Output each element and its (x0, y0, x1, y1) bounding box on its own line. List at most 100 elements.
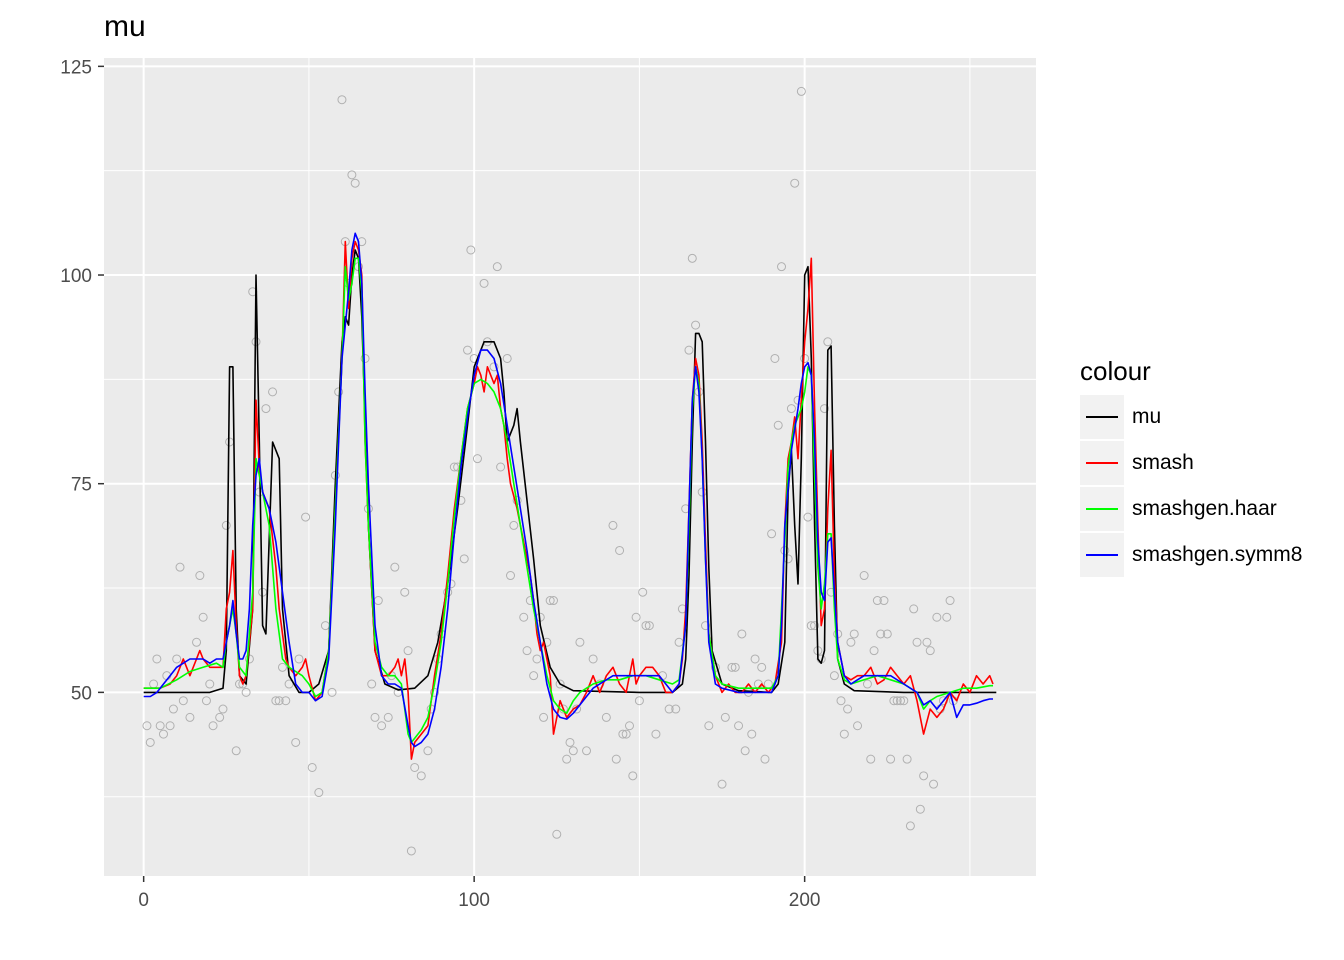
data-point (449, 462, 459, 472)
data-point (601, 712, 611, 722)
legend-title: colour (1080, 356, 1151, 386)
data-point (932, 612, 942, 622)
data-point (859, 571, 869, 581)
data-point (350, 178, 360, 188)
y-tick-label: 75 (71, 475, 92, 496)
data-point (410, 762, 420, 772)
data-point (565, 737, 575, 747)
data-point (624, 721, 634, 731)
legend-key-mu (1080, 395, 1124, 439)
data-point (902, 754, 912, 764)
data-point (727, 662, 737, 672)
data-point (195, 571, 205, 581)
data-point (777, 262, 787, 272)
data-point (618, 729, 628, 739)
data-point (895, 696, 905, 706)
data-point (367, 679, 377, 689)
data-point (575, 637, 585, 647)
data-point (929, 779, 939, 789)
data-point (185, 712, 195, 722)
data-point (810, 621, 820, 631)
data-point (853, 721, 863, 731)
data-point (175, 562, 185, 572)
data-point (562, 754, 572, 764)
x-tick-label: 100 (458, 890, 490, 911)
data-point (268, 387, 278, 397)
data-point (337, 95, 347, 105)
data-point (641, 621, 651, 631)
data-point (155, 721, 165, 731)
y-tick-label: 50 (71, 683, 92, 704)
data-point (750, 654, 760, 664)
data-point (496, 462, 506, 472)
data-point (691, 320, 701, 330)
data-point (879, 596, 889, 606)
data-point (651, 729, 661, 739)
data-point (790, 178, 800, 188)
data-point (552, 829, 562, 839)
data-point (829, 671, 839, 681)
data-point (291, 737, 301, 747)
legend-key-smashgen-haar (1080, 487, 1124, 531)
data-point (377, 721, 387, 731)
data-point (919, 771, 929, 781)
legend-item-smashgen-symm8: smashgen.symm8 (1080, 533, 1320, 577)
data-point (905, 821, 915, 831)
data-point (747, 729, 757, 739)
data-point (314, 788, 324, 798)
data-point (406, 846, 416, 856)
data-point (522, 646, 532, 656)
data-point (192, 637, 202, 647)
data-point (628, 771, 638, 781)
data-layer (142, 86, 997, 856)
data-point (823, 337, 833, 347)
data-point (208, 721, 218, 731)
data-point (261, 404, 271, 414)
legend-item-mu: mu (1080, 395, 1320, 439)
legend-label-mu: mu (1132, 405, 1162, 428)
legend-label-smashgen-haar: smashgen.haar (1132, 497, 1277, 520)
data-point (720, 712, 730, 722)
data-point (915, 804, 925, 814)
data-point (819, 404, 829, 414)
data-point (611, 754, 621, 764)
data-point (899, 696, 909, 706)
data-point (218, 704, 228, 714)
data-point (945, 596, 955, 606)
data-point (671, 704, 681, 714)
data-point (687, 253, 697, 263)
data-point (403, 646, 413, 656)
data-point (717, 779, 727, 789)
data-point (198, 612, 208, 622)
data-point (846, 637, 856, 647)
data-point (872, 596, 882, 606)
data-point (506, 571, 516, 581)
data-point (773, 420, 783, 430)
data-point (760, 754, 770, 764)
data-point (740, 746, 750, 756)
data-point (615, 545, 625, 555)
data-point (922, 637, 932, 647)
data-point (360, 353, 370, 363)
legend-key-smashgen-symm8 (1080, 533, 1124, 577)
data-point (588, 654, 598, 664)
data-point (631, 612, 641, 622)
data-point (479, 278, 489, 288)
data-point (836, 696, 846, 706)
data-point (803, 512, 813, 522)
data-point (806, 621, 816, 631)
data-point (301, 512, 311, 522)
data-point (215, 712, 225, 722)
data-point (548, 596, 558, 606)
data-point (347, 170, 357, 180)
data-point (502, 353, 512, 363)
data-point (327, 687, 337, 697)
data-point (271, 696, 281, 706)
data-point (416, 771, 426, 781)
data-point (400, 587, 410, 597)
data-point (730, 662, 740, 672)
data-point (201, 696, 211, 706)
data-point (608, 520, 618, 530)
